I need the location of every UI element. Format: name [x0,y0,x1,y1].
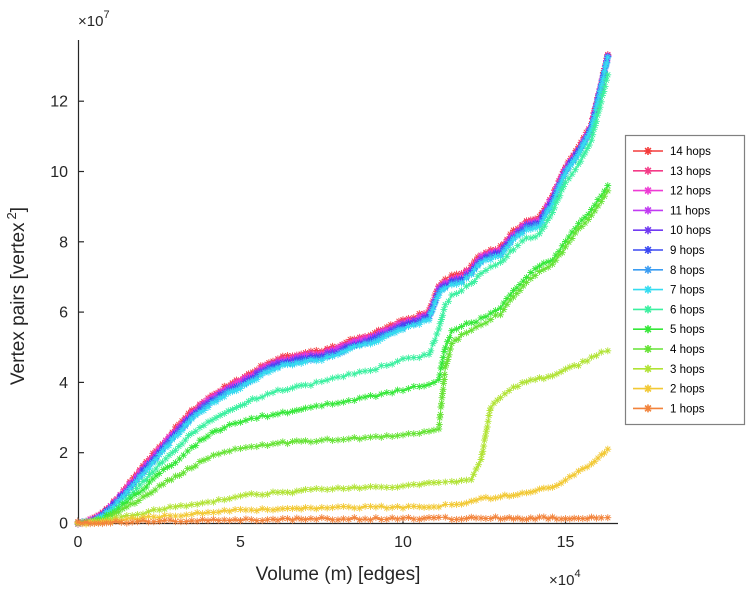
legend-swatch-marker [644,404,652,413]
legend-label: 4 hops [670,344,705,356]
legend-swatch-marker [644,364,652,373]
legend-border [624,134,746,426]
legend-swatch-marker [644,345,652,353]
x-tick-label: 0 [74,534,83,551]
y-tick-label: 6 [59,305,68,322]
y-tick-label: 8 [59,234,68,251]
legend-label: 14 hops [670,146,711,158]
data-series-layer [74,50,612,528]
x-axis-label: Volume (m) [edges] [256,564,421,585]
y-tick-label: 10 [50,164,68,181]
series-markers-3-hops [74,347,612,527]
y-tick-label: 4 [59,375,68,392]
legend-label: 8 hops [670,265,705,277]
legend-label: 1 hops [670,403,705,415]
legend-swatch-marker [644,186,652,195]
series-markers-10-hops [74,52,612,528]
legend-label: 7 hops [670,285,705,297]
legend-label: 13 hops [670,166,711,178]
y-tick-label: 12 [50,94,68,111]
legend-label: 6 hops [670,304,705,316]
legend-label: 11 hops [670,205,710,217]
legend-label: 5 hops [670,324,705,336]
x-tick-label: 15 [557,534,575,551]
legend-swatch-marker [644,226,652,235]
legend-label: 3 hops [670,364,705,376]
legend-label: 9 hops [670,245,705,257]
legend-swatch-marker [644,305,652,314]
y-tick-label: 0 [59,516,68,533]
x-tick-label: 10 [394,534,412,551]
y-axis-multiplier: ×107 [78,9,110,30]
y-tick-label: 2 [59,445,68,462]
legend-swatch-marker [644,285,652,294]
y-axis-label: Vertex pairs [vertex2] [4,207,29,385]
x-axis-multiplier: ×104 [549,568,581,589]
series-markers-9-hops [74,53,612,528]
legend-label: 10 hops [670,225,711,237]
legend-swatch-marker [644,147,652,155]
legend-box: 14 hops 13 hops 12 hops 11 hops 10 hops 9 hop… [624,134,746,426]
legend-items: 14 hops 13 hops 12 hops 11 hops 10 hops 9 hop… [633,146,711,415]
legend-swatch-marker [644,265,652,274]
y-axis-ticks: 0 2 4 6 8 10 12 [50,94,84,533]
series-markers-1-hops [74,513,612,528]
legend-label: 12 hops [670,186,711,198]
x-tick-label: 5 [236,534,245,551]
legend-swatch-marker [644,325,652,334]
series-line-7-hops [77,57,609,524]
legend-label: 2 hops [670,384,705,396]
legend-swatch-marker [644,246,652,254]
legend-swatch-marker [644,206,652,215]
legend-swatch-marker [644,384,652,393]
legend-swatch-marker [644,166,652,175]
